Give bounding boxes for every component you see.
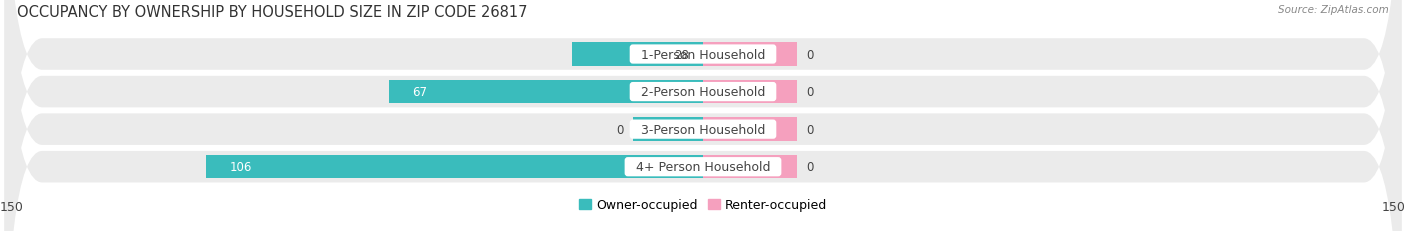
Bar — [703, 118, 797, 141]
Text: 150: 150 — [1382, 200, 1406, 213]
Text: 28: 28 — [673, 48, 689, 61]
Text: 0: 0 — [806, 48, 814, 61]
Text: 0: 0 — [806, 123, 814, 136]
Text: 0: 0 — [616, 123, 623, 136]
Bar — [703, 155, 797, 179]
FancyBboxPatch shape — [4, 0, 1402, 231]
Text: Source: ZipAtlas.com: Source: ZipAtlas.com — [1278, 5, 1389, 15]
Bar — [389, 81, 703, 104]
Legend: Owner-occupied, Renter-occupied: Owner-occupied, Renter-occupied — [574, 194, 832, 216]
Bar — [207, 155, 703, 179]
Text: 4+ Person Household: 4+ Person Household — [627, 161, 779, 173]
Text: 150: 150 — [0, 200, 24, 213]
Text: 67: 67 — [412, 86, 427, 99]
Bar — [703, 43, 797, 66]
Text: 3-Person Household: 3-Person Household — [633, 123, 773, 136]
Text: 106: 106 — [229, 161, 252, 173]
FancyBboxPatch shape — [4, 0, 1402, 231]
FancyBboxPatch shape — [4, 0, 1402, 231]
Bar — [572, 43, 703, 66]
Text: OCCUPANCY BY OWNERSHIP BY HOUSEHOLD SIZE IN ZIP CODE 26817: OCCUPANCY BY OWNERSHIP BY HOUSEHOLD SIZE… — [17, 5, 527, 20]
FancyBboxPatch shape — [4, 0, 1402, 231]
Bar — [633, 118, 703, 141]
Bar — [703, 81, 797, 104]
Text: 2-Person Household: 2-Person Household — [633, 86, 773, 99]
Text: 1-Person Household: 1-Person Household — [633, 48, 773, 61]
Text: 0: 0 — [806, 86, 814, 99]
Text: 0: 0 — [806, 161, 814, 173]
